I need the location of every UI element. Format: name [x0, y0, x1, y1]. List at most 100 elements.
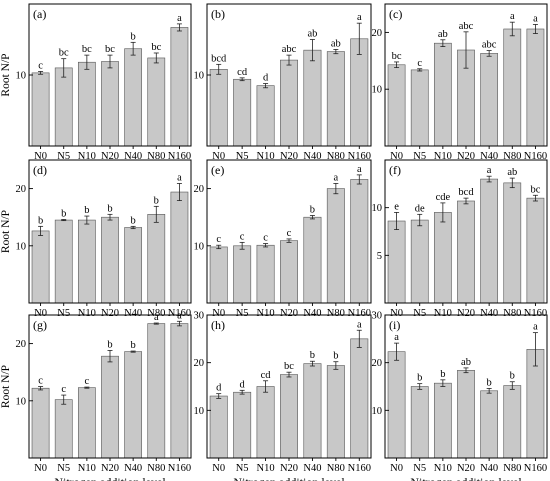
significance-label: b [38, 215, 43, 226]
bar [147, 323, 166, 459]
bar [326, 188, 345, 304]
y-tick-label: 10 [194, 241, 205, 252]
x-tick-label: N10 [257, 463, 275, 474]
significance-label: abc [282, 44, 297, 55]
y-tick-label: 20 [16, 184, 27, 195]
bar [350, 38, 369, 147]
bar [31, 72, 50, 147]
panel-c: bc N0 c N5 ab N10 abc N20 abc N40 a N80 a N160 10 20 (c) [372, 3, 548, 162]
x-tick-label: N40 [480, 308, 498, 319]
bar [387, 220, 406, 304]
x-tick-label: N0 [390, 463, 403, 474]
bar [410, 386, 429, 459]
significance-label: c [287, 228, 292, 239]
y-tick-label: 10 [194, 71, 205, 82]
bar [433, 212, 452, 304]
bar [280, 374, 298, 459]
significance-label: bc [82, 44, 92, 55]
x-tick-label: N0 [212, 151, 225, 162]
panel-b: bcd N0 cd N5 d N10 abc N20 ab N40 ab N80 a N160 10 (b) [194, 3, 372, 162]
bar [209, 395, 228, 459]
significance-label: b [61, 208, 66, 219]
bar [503, 28, 522, 147]
x-tick-label: N5 [236, 463, 249, 474]
plot-frame [384, 159, 548, 304]
x-tick-label: N10 [434, 463, 452, 474]
significance-label: bc [105, 44, 115, 55]
significance-label: b [154, 195, 159, 206]
significance-label: b [440, 369, 445, 380]
significance-label: a [177, 13, 182, 24]
x-tick-label: N20 [457, 151, 475, 162]
significance-label: b [131, 31, 136, 42]
y-axis-title: Root N/P [0, 365, 12, 408]
x-tick-label: N40 [480, 151, 498, 162]
x-tick-label: N5 [413, 463, 426, 474]
bar [101, 61, 119, 147]
significance-label: b [131, 340, 136, 351]
significance-label: c [38, 376, 43, 387]
panel-i: a N0 b N5 b N10 ab N20 b N40 b N80 a N160 10 20 30 (i) Nit… [372, 311, 548, 481]
plot-frame [28, 159, 192, 304]
bar [54, 67, 73, 147]
x-tick-label: N80 [147, 463, 165, 474]
x-tick-label: N0 [390, 308, 403, 319]
x-tick-label: N10 [78, 308, 96, 319]
significance-label: c [263, 233, 268, 244]
bar [503, 385, 522, 459]
bar [280, 59, 298, 147]
x-tick-label: N160 [524, 463, 547, 474]
y-tick-label: 10 [16, 241, 27, 252]
y-tick-label: 10 [194, 406, 205, 417]
panel-f: e N0 de N5 cde N10 bcd N20 a N40 ab N80 bc N160 5 10 (f) [372, 159, 548, 319]
significance-label: b [417, 373, 422, 384]
panel-label: (h) [211, 318, 225, 332]
significance-label: a [177, 172, 182, 183]
bar [170, 27, 189, 147]
x-tick-label: N5 [413, 308, 426, 319]
y-tick-label: 10 [16, 71, 27, 82]
significance-label: bc [392, 51, 402, 62]
bar [170, 191, 189, 304]
significance-label: cde [436, 192, 451, 203]
y-tick-label: 30 [372, 311, 383, 322]
x-tick-label: N20 [280, 463, 298, 474]
bar [209, 246, 228, 304]
y-tick-label: 20 [16, 339, 27, 350]
significance-label: d [263, 73, 269, 84]
bar [280, 240, 298, 304]
panel-label: (a) [33, 7, 46, 21]
x-tick-label: N5 [57, 151, 70, 162]
panel-label: (g) [33, 318, 47, 332]
x-tick-label: N160 [524, 151, 547, 162]
significance-label: c [417, 58, 422, 69]
y-axis-title: Root N/P [0, 53, 12, 96]
significance-label: bc [59, 48, 69, 59]
bar [233, 78, 252, 147]
x-tick-label: N80 [503, 151, 521, 162]
x-tick-label: N10 [434, 151, 452, 162]
y-tick-label: 10 [16, 396, 27, 407]
x-tick-label: N10 [434, 308, 452, 319]
bar [526, 197, 545, 304]
bar [147, 57, 166, 147]
significance-label: b [510, 371, 515, 382]
x-tick-label: N160 [168, 151, 191, 162]
x-tick-label: N20 [457, 463, 475, 474]
significance-label: abc [459, 21, 474, 32]
x-tick-label: N0 [212, 308, 225, 319]
bar [54, 399, 73, 459]
significance-label: a [510, 11, 515, 22]
bar [303, 216, 322, 304]
x-tick-label: N5 [236, 151, 249, 162]
panel-e: c N0 c N5 c N10 c N20 b N40 a N80 a N160 10 20 (e) [194, 159, 372, 319]
significance-label: cd [237, 67, 248, 78]
x-tick-label: N20 [101, 151, 119, 162]
plot-frame [384, 314, 548, 459]
bar [480, 53, 499, 147]
significance-label: a [394, 332, 399, 343]
significance-label: c [240, 231, 245, 242]
y-tick-label: 10 [372, 85, 383, 96]
bar [457, 200, 475, 304]
